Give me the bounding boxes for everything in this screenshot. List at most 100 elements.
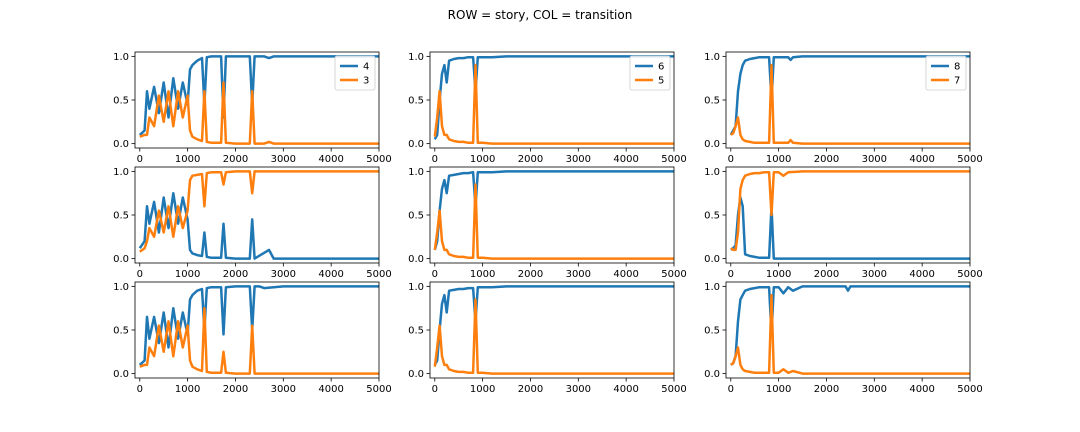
x-tick-label: 0 (432, 154, 438, 165)
series-line-orange (433, 63, 674, 145)
x-tick-label: 3000 (862, 269, 887, 280)
y-tick-label: 0.0 (704, 369, 720, 380)
x-tick-label: 2000 (518, 384, 543, 395)
x-tick-label: 4000 (613, 384, 638, 395)
x-tick-label: 5000 (661, 154, 686, 165)
series-line-blue (138, 191, 379, 260)
y-tick-label: 1.0 (113, 282, 129, 293)
x-tick-label: 5000 (366, 269, 391, 280)
x-tick-label: 1000 (766, 269, 791, 280)
x-tick-label: 2000 (814, 154, 839, 165)
legend-label: 4 (363, 62, 369, 73)
y-tick-label: 0.0 (704, 139, 720, 150)
y-tick-label: 0.5 (113, 211, 129, 222)
subplot-r2-c0: 0 1000 2000 3000 4000 5000 0.0 0.5 1.0 (113, 281, 392, 395)
y-tick-label: 1.0 (704, 52, 720, 63)
x-tick-label: 2000 (814, 269, 839, 280)
x-tick-label: 4000 (909, 269, 934, 280)
x-tick-label: 0 (432, 269, 438, 280)
x-tick-label: 3000 (271, 384, 296, 395)
series-line-blue (433, 170, 674, 251)
legend-label: 6 (658, 62, 664, 73)
legend: 43 (334, 55, 376, 91)
axes-frame (429, 166, 675, 264)
legend-label: 3 (363, 76, 369, 87)
series-line-orange (139, 306, 379, 375)
x-tick-label: 0 (728, 269, 734, 280)
y-tick-label: 0.0 (408, 254, 424, 265)
x-tick-label: 3000 (566, 384, 591, 395)
x-tick-label: 5000 (957, 384, 982, 395)
x-tick-label: 5000 (661, 269, 686, 280)
y-tick-label: 1.0 (408, 52, 424, 63)
x-tick-label: 0 (137, 384, 143, 395)
y-tick-label: 0.0 (113, 139, 129, 150)
x-tick-label: 3000 (271, 269, 296, 280)
legend-label: 5 (658, 76, 664, 87)
x-tick-label: 2000 (518, 154, 543, 165)
x-tick-label: 0 (728, 154, 734, 165)
x-tick-label: 1000 (766, 154, 791, 165)
y-tick-label: 1.0 (113, 167, 129, 178)
y-tick-label: 0.0 (113, 369, 129, 380)
x-tick-label: 4000 (318, 384, 343, 395)
subplot-r2-c2: 0 1000 2000 3000 4000 5000 0.0 0.5 1.0 (704, 281, 983, 395)
y-tick-label: 0.5 (408, 326, 424, 337)
series-line-blue (730, 196, 970, 260)
legend-box (629, 55, 671, 91)
x-tick-label: 5000 (366, 384, 391, 395)
x-tick-label: 0 (137, 269, 143, 280)
series-line-blue (138, 285, 379, 366)
y-tick-label: 0.5 (408, 96, 424, 107)
x-tick-label: 1000 (175, 154, 200, 165)
x-tick-label: 2000 (223, 154, 248, 165)
axes-frame (725, 281, 971, 379)
series-line-orange (433, 298, 674, 375)
x-tick-label: 2000 (518, 269, 543, 280)
subplot-r1-c0: 0 1000 2000 3000 4000 5000 0.0 0.5 1.0 (113, 166, 392, 280)
series-line-orange (730, 293, 970, 375)
series-line-blue (729, 55, 970, 136)
y-tick-label: 1.0 (408, 282, 424, 293)
y-tick-label: 0.0 (408, 139, 424, 150)
x-tick-label: 0 (728, 384, 734, 395)
x-tick-label: 2000 (223, 269, 248, 280)
y-tick-label: 1.0 (704, 167, 720, 178)
y-tick-label: 0.5 (704, 326, 720, 337)
legend: 65 (629, 55, 671, 91)
series-line-orange (433, 183, 674, 260)
legend-label: 7 (954, 76, 960, 87)
y-tick-label: 1.0 (113, 52, 129, 63)
legend-label: 8 (954, 62, 960, 73)
axes-frame (429, 281, 675, 379)
x-tick-label: 3000 (271, 154, 296, 165)
x-tick-label: 5000 (366, 154, 391, 165)
x-tick-label: 5000 (661, 384, 686, 395)
x-tick-label: 4000 (909, 154, 934, 165)
y-tick-label: 0.5 (408, 211, 424, 222)
x-tick-label: 1000 (470, 154, 495, 165)
x-tick-label: 4000 (909, 384, 934, 395)
subplot-r2-c1: 0 1000 2000 3000 4000 5000 0.0 0.5 1.0 (408, 281, 687, 395)
axes-frame (134, 166, 380, 264)
x-tick-label: 3000 (862, 154, 887, 165)
legend-box (925, 55, 967, 91)
x-tick-label: 2000 (814, 384, 839, 395)
series-line-orange (730, 170, 970, 252)
x-tick-label: 0 (137, 154, 143, 165)
series-line-blue (138, 55, 379, 136)
y-tick-label: 0.0 (408, 369, 424, 380)
legend-box (334, 55, 376, 91)
y-tick-label: 0.5 (113, 96, 129, 107)
series-line-blue (433, 285, 674, 366)
x-tick-label: 1000 (175, 269, 200, 280)
y-tick-label: 1.0 (408, 167, 424, 178)
x-tick-label: 3000 (862, 384, 887, 395)
x-tick-label: 0 (432, 384, 438, 395)
series-line-orange (139, 170, 379, 253)
series-line-orange (139, 81, 379, 145)
